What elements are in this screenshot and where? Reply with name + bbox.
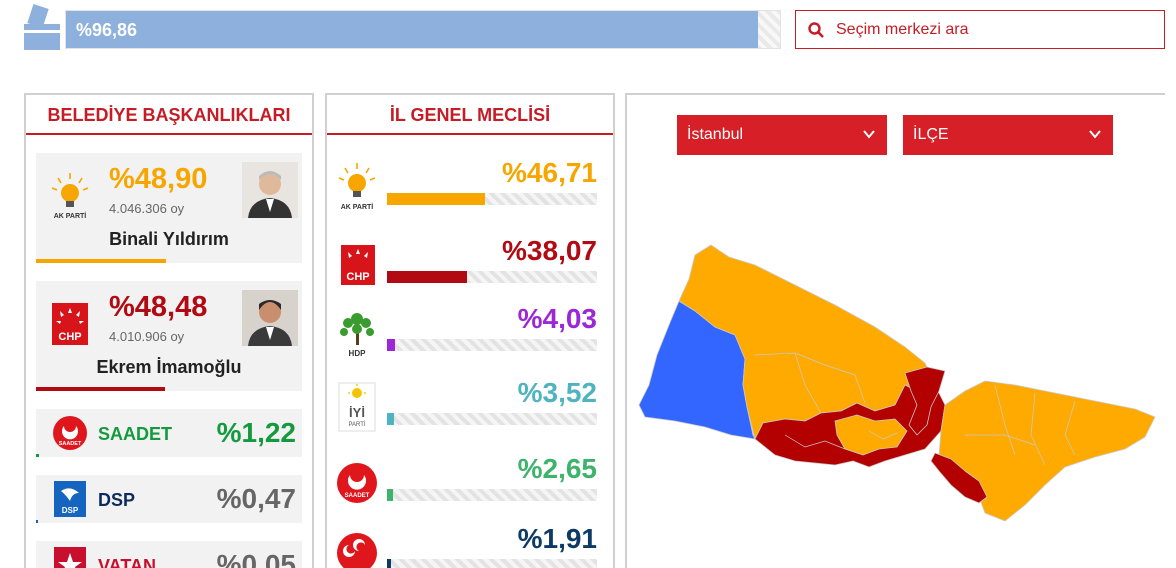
- party-pct: %0,47: [216, 483, 296, 514]
- council-bar-track: [387, 193, 597, 205]
- council-row-saadet[interactable]: SAADET %2,65: [331, 453, 611, 513]
- candidate-card-akp[interactable]: AK PARTİ %48,90 4.046.306 oy Binali Yıld…: [36, 153, 302, 263]
- candidate-name: Binali Yıldırım: [109, 229, 229, 249]
- district-inner-european: [834, 414, 908, 456]
- svg-text:İYİ: İYİ: [349, 405, 365, 420]
- district-besiktas: [904, 366, 946, 436]
- candidate-share-bar: [36, 387, 165, 391]
- svg-text:CHP: CHP: [346, 271, 369, 283]
- party-name: DSP: [98, 490, 136, 510]
- candidate-name: Ekrem İmamoğlu: [96, 357, 242, 377]
- council-panel-title: İL GENEL MECLİSİ: [327, 95, 613, 135]
- vatan-logo-icon: [54, 547, 86, 568]
- council-pct: %2,65: [517, 453, 597, 484]
- council-row-chp[interactable]: CHP %38,07: [331, 235, 611, 295]
- svg-text:AK PARTİ: AK PARTİ: [54, 212, 87, 220]
- province-select-value: İstanbul: [687, 126, 744, 143]
- saadet-logo-icon: SAADET: [53, 416, 87, 450]
- council-pct: %1,91: [517, 523, 597, 554]
- hdp-logo-icon: HDP: [340, 313, 374, 358]
- akp-logo-icon: AK PARTİ: [51, 173, 89, 220]
- search-input[interactable]: [836, 18, 1146, 42]
- ballot-box-icon: [24, 4, 60, 50]
- mayor-panel: BELEDİYE BAŞKANLIKLARI AK PARTİ %48,90 4…: [24, 93, 314, 568]
- candidate-photo: [242, 290, 298, 346]
- istanbul-district-map[interactable]: [635, 235, 1165, 535]
- party-share-bar: [36, 520, 38, 523]
- council-bar-fill: [387, 559, 391, 568]
- mayor-panel-title: BELEDİYE BAŞKANLIKLARI: [26, 95, 312, 135]
- search-box[interactable]: [795, 10, 1165, 49]
- council-bar-track: [387, 413, 597, 425]
- council-row-mhp[interactable]: %1,91: [331, 523, 611, 568]
- party-name: SAADET: [98, 424, 173, 444]
- chevron-down-icon: [1089, 130, 1101, 139]
- candidate-pct: %48,48: [109, 291, 208, 323]
- svg-text:HDP: HDP: [349, 349, 367, 358]
- council-row-iyi[interactable]: İYİ PARTİ %3,52: [331, 377, 611, 437]
- party-row-saadet[interactable]: SAADET SAADET %1,22: [36, 409, 302, 457]
- council-pct: %46,71: [502, 157, 597, 188]
- party-pct: %0,05: [216, 549, 296, 568]
- candidate-photo: [242, 162, 298, 218]
- party-name: VATAN: [98, 556, 156, 568]
- dsp-logo-icon: DSP: [54, 481, 86, 517]
- council-bar-track: [387, 489, 597, 501]
- map-panel: İstanbul İLÇE: [625, 93, 1165, 568]
- party-row-dsp[interactable]: DSP DSP %0,47: [36, 475, 302, 523]
- saadet-logo-icon: SAADET: [337, 463, 377, 503]
- candidate-votes: 4.046.306 oy: [109, 201, 185, 216]
- candidate-card-chp[interactable]: CHP %48,48 4.010.906 oy Ekrem İmamoğlu: [36, 281, 302, 391]
- candidate-share-bar: [36, 259, 166, 263]
- mhp-logo-icon: [337, 533, 377, 568]
- council-row-akp[interactable]: AK PARTİ %46,71: [331, 157, 611, 217]
- svg-text:AK PARTİ: AK PARTİ: [341, 203, 374, 211]
- search-icon: [808, 22, 824, 38]
- iyi-logo-icon: İYİ PARTİ: [338, 382, 376, 432]
- council-pct: %38,07: [502, 235, 597, 266]
- council-bar-fill: [387, 271, 467, 283]
- district-kadikoy-maltepe: [930, 452, 988, 504]
- progress-fill: [66, 11, 758, 48]
- council-row-hdp[interactable]: HDP %4,03: [331, 303, 611, 363]
- council-bar-fill: [387, 193, 485, 205]
- council-pct: %4,03: [517, 303, 597, 334]
- council-panel: İL GENEL MECLİSİ AK PARTİ %46,71 CHP %38…: [325, 93, 615, 568]
- svg-text:DSP: DSP: [62, 506, 79, 515]
- council-bar-track: [387, 339, 597, 351]
- party-share-bar: [36, 454, 39, 457]
- council-bar-track: [387, 271, 597, 283]
- akp-logo-icon: AK PARTİ: [338, 163, 376, 211]
- svg-text:PARTİ: PARTİ: [348, 421, 365, 428]
- province-select[interactable]: İstanbul: [677, 115, 887, 155]
- progress-label: %96,86: [76, 20, 138, 40]
- chp-logo-icon: CHP: [52, 303, 88, 345]
- candidate-pct: %48,90: [109, 163, 208, 195]
- council-bar-fill: [387, 339, 395, 351]
- council-bar-fill: [387, 489, 393, 501]
- district-select-value: İLÇE: [913, 126, 949, 143]
- council-pct: %3,52: [517, 377, 597, 408]
- svg-text:CHP: CHP: [58, 331, 81, 343]
- district-select[interactable]: İLÇE: [903, 115, 1113, 155]
- council-bar-fill: [387, 413, 394, 425]
- counted-ballots-progress: %96,86: [65, 10, 781, 49]
- council-bar-track: [387, 559, 597, 568]
- chp-logo-icon: CHP: [341, 245, 375, 285]
- svg-text:SAADET: SAADET: [59, 441, 82, 447]
- candidate-votes: 4.010.906 oy: [109, 329, 185, 344]
- svg-text:SAADET: SAADET: [345, 493, 370, 499]
- party-pct: %1,22: [216, 417, 296, 448]
- party-row-vatan[interactable]: VATAN %0,05: [36, 541, 302, 568]
- chevron-down-icon: [863, 130, 875, 139]
